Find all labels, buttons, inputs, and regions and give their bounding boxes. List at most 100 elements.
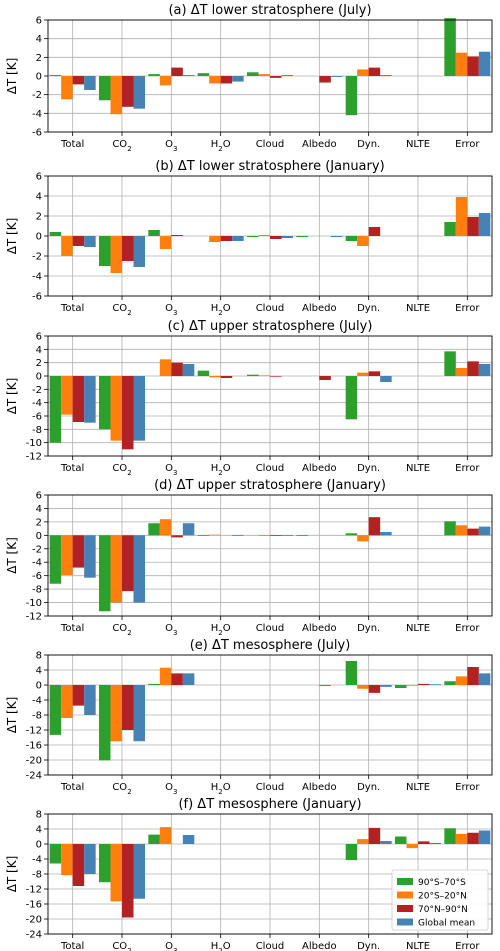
bar-90s-70s-3 [197, 370, 210, 376]
bar-20s-20n-2 [159, 236, 172, 249]
bar-90s-70s-6 [345, 533, 358, 536]
y-tick-label: 4 [36, 192, 42, 203]
bar-70n-90n-4 [270, 376, 282, 377]
bar-global-mean-0 [84, 844, 96, 874]
bar-90s-70s-3 [197, 73, 210, 76]
y-tick-label: -24 [26, 930, 42, 941]
panel-d: (d) ΔT upper stratosphere (January) -12 -1… [5, 478, 493, 637]
x-tick-label: CO2 [112, 139, 131, 153]
bar-20s-20n-6 [357, 535, 369, 542]
bar-70n-90n-1 [122, 236, 134, 261]
bar-20s-20n-0 [61, 844, 73, 876]
bar-20s-20n-4 [258, 235, 270, 236]
bar-20s-20n-3 [209, 236, 221, 242]
bar-20s-20n-1 [110, 76, 122, 115]
panel-title: (f) ΔT mesosphere (January) [178, 797, 361, 812]
y-tick-label: 4 [36, 666, 42, 677]
bar-90s-70s-1 [99, 236, 111, 266]
x-tick-label: Cloud [256, 782, 285, 793]
y-tick-label: -4 [32, 109, 42, 120]
y-tick-label: -20 [26, 756, 42, 767]
bar-70n-90n-8 [467, 667, 479, 685]
panel-title: (a) ΔT lower stratosphere (July) [168, 3, 371, 18]
bar-70n-90n-2 [171, 673, 183, 685]
bar-70n-90n-1 [122, 535, 134, 592]
bar-70n-90n-0 [72, 376, 85, 422]
y-tick-label: -8 [32, 585, 42, 596]
y-tick-label: -12 [26, 452, 42, 463]
bar-90s-70s-8 [444, 828, 456, 844]
bar-20s-20n-8 [455, 833, 468, 844]
bar-global-mean-1 [133, 236, 145, 267]
bar-70n-90n-3 [220, 376, 233, 378]
bar-global-mean-6 [380, 531, 392, 536]
bar-20s-20n-6 [357, 69, 369, 76]
y-axis-label: ΔT [K] [5, 58, 19, 95]
bar-90s-70s-6 [345, 236, 358, 241]
y-tick-label: 8 [36, 651, 42, 662]
bar-global-mean-0 [84, 685, 96, 715]
x-tick-label: Cloud [256, 463, 285, 474]
y-tick-label: -4 [32, 272, 42, 283]
bar-70n-90n-1 [122, 844, 134, 918]
x-tick-label: H2O [211, 303, 231, 317]
bar-global-mean-3 [232, 236, 244, 241]
bar-90s-70s-6 [345, 376, 358, 420]
y-tick-label: -16 [26, 900, 42, 911]
bar-20s-20n-8 [455, 676, 468, 685]
bar-20s-20n-7 [406, 685, 418, 686]
y-tick-label: 0 [36, 372, 42, 383]
x-tick-label: O3 [165, 623, 177, 637]
y-tick-label: -2 [32, 544, 42, 555]
bar-70n-90n-5 [319, 376, 331, 380]
x-tick-label: Dyn. [357, 623, 380, 634]
y-tick-label: 2 [36, 358, 42, 369]
y-tick-label: -6 [32, 571, 42, 582]
bar-90s-70s-7 [395, 685, 407, 688]
bar-90s-70s-2 [148, 683, 160, 685]
x-tick-label: Error [455, 623, 480, 634]
bar-global-mean-8 [478, 51, 491, 76]
bar-20s-20n-4 [258, 74, 270, 76]
y-tick-label: 0 [36, 681, 42, 692]
bar-70n-90n-0 [72, 535, 85, 568]
y-tick-label: -4 [32, 558, 42, 569]
y-tick-label: -20 [26, 915, 42, 926]
y-axis-label: ΔT [K] [5, 378, 19, 415]
x-tick-label: Total [60, 303, 84, 314]
y-tick-label: -12 [26, 612, 42, 623]
bar-70n-90n-4 [270, 535, 282, 537]
bar-90s-70s-7 [395, 836, 407, 844]
bar-20s-20n-3 [209, 76, 221, 84]
bar-90s-70s-0 [49, 844, 62, 864]
x-tick-label: H2O [211, 623, 231, 637]
x-tick-label: H2O [211, 941, 231, 951]
bar-global-mean-2 [182, 835, 195, 844]
bar-20s-20n-2 [159, 76, 172, 86]
x-tick-label: Cloud [256, 303, 285, 314]
x-tick-label: CO2 [112, 623, 131, 637]
bar-global-mean-5 [330, 236, 343, 237]
bar-global-mean-1 [133, 844, 145, 899]
bar-global-mean-6 [380, 75, 392, 76]
bar-90s-70s-8 [444, 18, 456, 77]
y-tick-label: -12 [26, 726, 42, 737]
x-tick-label: NLTE [406, 623, 430, 634]
bar-70n-90n-6 [368, 227, 381, 236]
bar-20s-20n-4 [258, 375, 270, 376]
bar-70n-90n-4 [270, 236, 282, 239]
bar-70n-90n-0 [72, 685, 85, 706]
bar-20s-20n-8 [455, 52, 468, 76]
y-tick-label: 4 [36, 345, 42, 356]
bar-90s-70s-4 [247, 374, 259, 376]
bar-70n-90n-3 [220, 76, 233, 84]
bar-global-mean-1 [133, 376, 145, 441]
bar-70n-90n-0 [72, 236, 85, 246]
bar-global-mean-2 [182, 523, 195, 536]
bar-70n-90n-2 [171, 235, 183, 236]
bar-global-mean-6 [380, 841, 392, 844]
y-tick-label: -6 [32, 412, 42, 423]
y-axis-label: ΔT [K] [5, 697, 19, 734]
legend-swatch [397, 891, 413, 899]
y-tick-label: -4 [32, 398, 42, 409]
